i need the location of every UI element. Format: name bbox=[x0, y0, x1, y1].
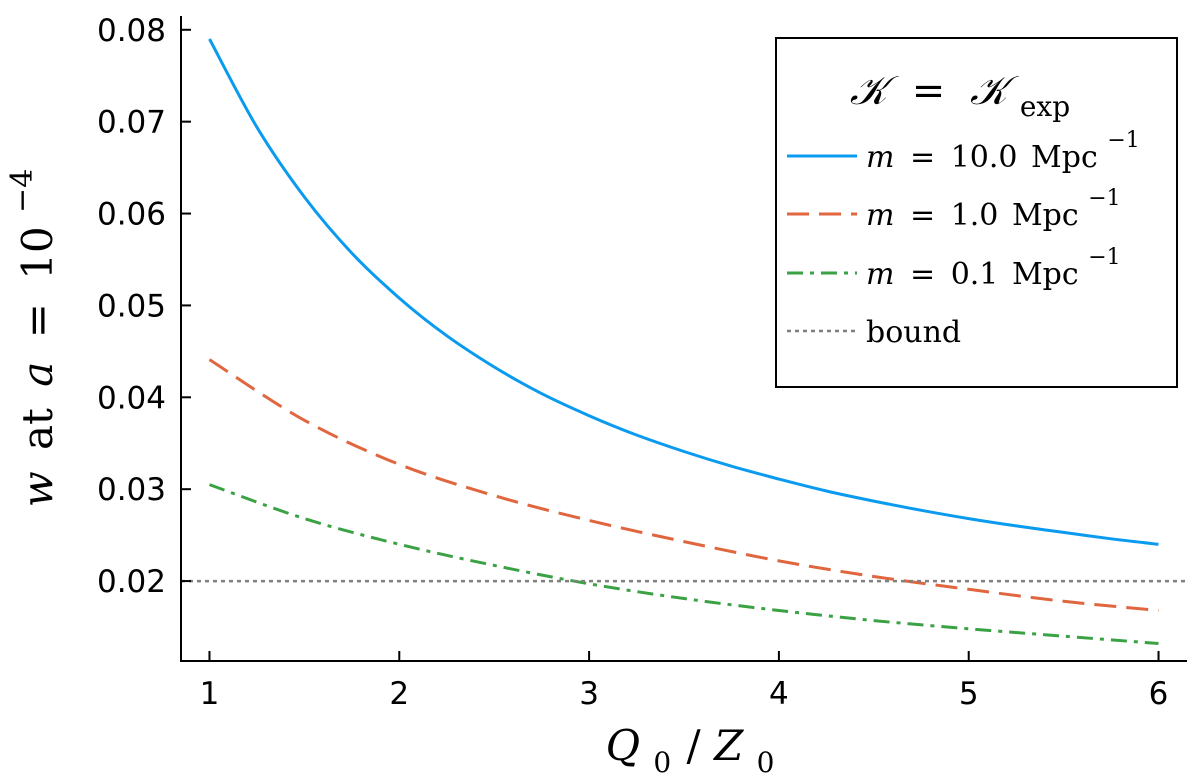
x-tick-label: 5 bbox=[959, 676, 979, 712]
series-m1 bbox=[208, 358, 1159, 612]
y-axis-label: w at a = 10 −4 bbox=[5, 169, 62, 508]
x-tick-label: 4 bbox=[769, 676, 789, 712]
ticks: 1 2 3 4 5 6 0.02 0.03 0.04 0.05 0.06 0.07 0.08 bbox=[97, 13, 1168, 712]
legend-label-bound: bound bbox=[866, 315, 961, 350]
x-tick-label: 3 bbox=[579, 676, 599, 712]
x-tick-label: 1 bbox=[200, 676, 220, 712]
legend-label-m10: m = 10.0 Mpc −1 bbox=[866, 128, 1140, 175]
legend-label-m1: m = 1.0 Mpc −1 bbox=[866, 186, 1121, 233]
y-tick-label: 0.03 bbox=[97, 472, 166, 508]
series-m10 bbox=[208, 38, 1159, 546]
series-layer bbox=[181, 38, 1187, 645]
y-tick-label: 0.02 bbox=[97, 564, 166, 600]
x-axis-label: Q 0 / Z 0 bbox=[606, 721, 775, 782]
x-tick-label: 2 bbox=[389, 676, 409, 712]
legend-label-m01: m = 0.1 Mpc −1 bbox=[866, 245, 1121, 292]
legend: 𝒦 = 𝒦 exp m = 10.0 Mpc −1 m = 1.0 Mpc −1… bbox=[775, 37, 1178, 388]
x-tick-label: 6 bbox=[1149, 676, 1169, 712]
legend-box bbox=[775, 37, 1178, 388]
y-tick-label: 0.05 bbox=[97, 288, 166, 324]
y-tick-label: 0.07 bbox=[97, 105, 166, 141]
y-tick-label: 0.08 bbox=[97, 13, 166, 49]
series-m01 bbox=[208, 483, 1159, 645]
y-tick-label: 0.06 bbox=[97, 197, 166, 233]
legend-title: 𝒦 = 𝒦 exp bbox=[850, 68, 1070, 123]
axes bbox=[180, 16, 1187, 662]
y-tick-label: 0.04 bbox=[97, 380, 166, 416]
